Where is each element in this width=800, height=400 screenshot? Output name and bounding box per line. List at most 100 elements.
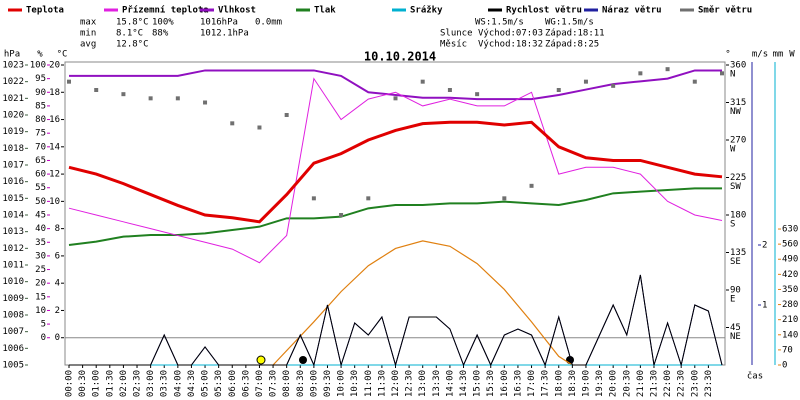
stat: 0.0mm: [255, 18, 282, 28]
stat: 1012.1hPa: [200, 29, 249, 39]
direction-name: N: [730, 70, 735, 80]
x-tick-label: 10:30: [350, 370, 360, 397]
x-tick-label: 11:30: [377, 370, 387, 397]
direction-point: [257, 125, 262, 130]
x-tick-label: 22:00: [663, 370, 673, 397]
sticks-label: 0: [782, 361, 787, 371]
legend-label: Náraz větru: [602, 5, 662, 16]
sticks-label: 350: [782, 285, 798, 295]
yticks-label: 16: [49, 115, 60, 125]
dticks-label: 225: [730, 173, 746, 183]
x-tick-label: 17:30: [541, 370, 551, 397]
hticks-label: 15: [35, 292, 46, 302]
hticks-label: 70: [35, 142, 46, 152]
direction-point: [556, 88, 561, 92]
direction-point: [148, 96, 153, 101]
stat: 12.8°C: [116, 40, 149, 50]
hticks-label: 20: [35, 279, 46, 289]
pticks-label: 1008: [2, 311, 24, 321]
x-tick-label: 03:00: [146, 370, 156, 397]
hticks-label: 85: [35, 101, 46, 111]
x-tick-label: 08:30: [296, 370, 306, 397]
series-line: [69, 274, 723, 367]
direction-point: [230, 121, 235, 126]
direction-name: S: [730, 220, 735, 230]
direction-name: W: [730, 145, 736, 155]
hticks-label: 100: [30, 61, 46, 71]
x-tick-label: 02:30: [133, 370, 143, 397]
x-tick-label: 23:30: [704, 370, 714, 397]
sticks-label: 210: [782, 315, 798, 325]
pticks-label: 1005: [2, 361, 24, 371]
hticks-label: 25: [35, 265, 46, 275]
axis-unit: °C: [57, 50, 68, 60]
direction-point: [720, 71, 724, 76]
pticks-label: 1020: [2, 111, 24, 121]
info: Měsíc: [440, 40, 467, 50]
legend-label: Teplota: [26, 6, 64, 16]
pticks-label: 1015: [2, 194, 24, 204]
yticks-label: 2: [55, 306, 60, 316]
x-tick-label: 09:30: [323, 370, 333, 397]
dticks-label: 180: [730, 211, 746, 221]
hticks-label: 35: [35, 238, 46, 248]
dticks-label: 270: [730, 136, 746, 146]
stat: 100%: [152, 18, 174, 28]
x-tick-label: 22:30: [677, 370, 687, 397]
pticks-label: 1022: [2, 77, 24, 87]
x-tick-label: 21:30: [649, 370, 659, 397]
pticks-label: 1011: [2, 261, 24, 271]
pticks-label: 1009: [2, 294, 24, 304]
x-tick-label: 05:30: [214, 370, 224, 397]
stat: 1016hPa: [200, 18, 238, 28]
hticks-label: 10: [35, 306, 46, 316]
pticks-label: 1010: [2, 277, 24, 287]
hticks-label: 5: [41, 320, 46, 330]
dticks-label: 315: [730, 98, 746, 108]
axis-unit: hPa: [4, 50, 20, 60]
direction-point: [203, 100, 208, 105]
hticks-label: 95: [35, 74, 46, 84]
direction-point: [665, 67, 670, 72]
direction-name: SE: [730, 257, 741, 267]
stat: 88%: [152, 29, 169, 39]
info: WS:1.5m/s: [475, 18, 524, 28]
moonset-marker: [299, 356, 307, 364]
direction-point: [529, 183, 534, 188]
axis-unit: m/s: [752, 50, 768, 60]
yticks-label: 8: [55, 224, 60, 234]
hticks-label: 30: [35, 251, 46, 261]
x-tick-label: 07:00: [255, 370, 265, 397]
x-tick-label: 06:00: [228, 370, 238, 397]
pticks-label: 1018: [2, 144, 24, 154]
stat: max: [80, 18, 97, 28]
x-tick-label: 21:00: [636, 370, 646, 397]
x-tick-label: 05:00: [201, 370, 211, 397]
yticks-label: 4: [55, 279, 60, 289]
wticks-label: 1: [762, 301, 767, 311]
info: Východ:07:03: [478, 29, 543, 39]
direction-point: [339, 213, 344, 217]
pticks-label: 1023: [2, 61, 24, 71]
yticks-label: 6: [55, 251, 60, 261]
sticks-label: 280: [782, 300, 798, 310]
dticks-label: 45: [730, 323, 741, 333]
x-tick-label: 19:00: [581, 370, 591, 397]
pticks-label: 1019: [2, 127, 24, 137]
yticks-label: 18: [49, 88, 60, 98]
legend-label: Srážky: [410, 6, 443, 16]
wticks-label: 2: [762, 241, 767, 251]
pticks-label: 1007: [2, 327, 24, 337]
dticks-label: 135: [730, 248, 746, 258]
direction-point: [121, 92, 126, 97]
solar-curve: [272, 240, 573, 366]
legend-label: Směr větru: [698, 5, 752, 16]
x-tick-label: 20:30: [622, 370, 632, 397]
x-tick-label: 15:30: [486, 370, 496, 397]
direction-name: NW: [730, 107, 741, 117]
yticks-label: 20: [49, 61, 60, 71]
sticks-label: 420: [782, 270, 798, 280]
legend-label: Tlak: [314, 6, 336, 16]
x-tick-label: 13:00: [418, 370, 428, 397]
